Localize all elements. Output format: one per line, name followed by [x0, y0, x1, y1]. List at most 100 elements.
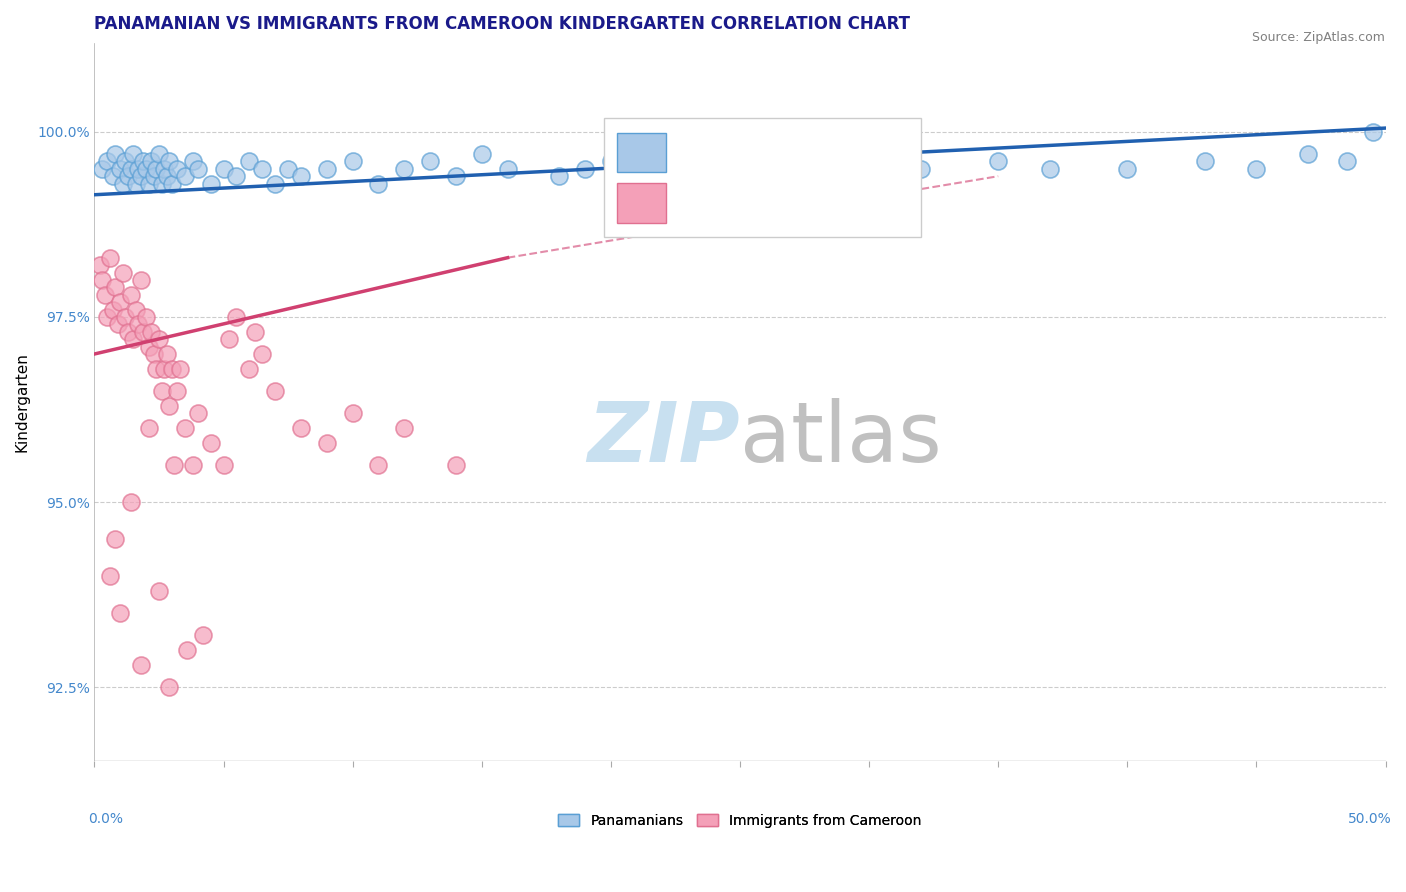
Text: R = 0.210   N = 59: R = 0.210 N = 59 [685, 195, 849, 211]
Point [342, 154, 364, 169]
Point [444, 458, 467, 472]
Point [252, 161, 274, 176]
Point [290, 169, 312, 184]
Point [858, 169, 880, 184]
Point [1361, 125, 1384, 139]
Point [117, 325, 139, 339]
Point [157, 681, 180, 695]
Point [104, 280, 127, 294]
Point [755, 154, 778, 169]
FancyBboxPatch shape [617, 183, 666, 222]
Point [132, 325, 155, 339]
Point [277, 161, 299, 176]
Point [157, 399, 180, 413]
Point [187, 406, 209, 420]
Point [200, 436, 222, 450]
Point [290, 421, 312, 435]
Point [98, 251, 121, 265]
Point [138, 421, 160, 435]
Point [160, 361, 183, 376]
Point [111, 177, 134, 191]
Point [104, 532, 127, 546]
Point [225, 169, 247, 184]
Point [806, 161, 828, 176]
Point [148, 332, 170, 346]
Point [703, 169, 725, 184]
FancyBboxPatch shape [617, 133, 666, 172]
Point [574, 161, 596, 176]
Point [187, 161, 209, 176]
Point [101, 169, 124, 184]
Point [145, 161, 167, 176]
Point [142, 169, 165, 184]
Text: PANAMANIAN VS IMMIGRANTS FROM CAMEROON KINDERGARTEN CORRELATION CHART: PANAMANIAN VS IMMIGRANTS FROM CAMEROON K… [94, 15, 911, 33]
Text: 50.0%: 50.0% [1348, 812, 1392, 826]
Point [148, 147, 170, 161]
Point [129, 658, 152, 673]
Point [176, 643, 198, 657]
Point [91, 161, 114, 176]
Point [156, 347, 179, 361]
Point [96, 310, 118, 324]
Point [394, 161, 416, 176]
Point [125, 177, 148, 191]
Text: atlas: atlas [740, 398, 942, 479]
Point [367, 458, 389, 472]
Point [101, 302, 124, 317]
Point [98, 569, 121, 583]
Point [148, 584, 170, 599]
Point [153, 161, 176, 176]
Point [110, 161, 132, 176]
Point [1336, 154, 1358, 169]
Point [496, 161, 519, 176]
Point [166, 161, 188, 176]
Point [163, 458, 186, 472]
Text: R = 0.553   N = 62: R = 0.553 N = 62 [685, 145, 849, 161]
Point [548, 169, 571, 184]
Text: ZIP: ZIP [588, 398, 740, 479]
Point [142, 347, 165, 361]
Point [138, 177, 160, 191]
Point [599, 154, 621, 169]
Point [129, 169, 152, 184]
Point [157, 154, 180, 169]
Point [1116, 161, 1139, 176]
Point [135, 310, 157, 324]
Point [153, 361, 176, 376]
Point [156, 169, 179, 184]
Point [252, 347, 274, 361]
Point [132, 154, 155, 169]
Point [444, 169, 467, 184]
Point [120, 495, 142, 509]
Point [94, 287, 117, 301]
Point [212, 458, 235, 472]
Point [394, 421, 416, 435]
Point [120, 287, 142, 301]
Point [419, 154, 441, 169]
Point [129, 273, 152, 287]
Point [1194, 154, 1216, 169]
Point [120, 161, 142, 176]
Point [987, 154, 1010, 169]
Point [104, 147, 127, 161]
Point [191, 628, 214, 642]
Point [150, 384, 173, 398]
Point [315, 161, 337, 176]
Point [181, 154, 204, 169]
Point [264, 384, 287, 398]
Point [114, 310, 136, 324]
Point [110, 607, 132, 621]
Point [127, 161, 149, 176]
Point [471, 147, 494, 161]
Point [367, 177, 389, 191]
Point [315, 436, 337, 450]
Point [135, 161, 157, 176]
Point [1246, 161, 1268, 176]
Point [89, 258, 111, 272]
Point [114, 154, 136, 169]
Point [138, 340, 160, 354]
Point [166, 384, 188, 398]
Point [651, 161, 673, 176]
Point [141, 154, 163, 169]
Y-axis label: Kindergarten: Kindergarten [15, 352, 30, 452]
